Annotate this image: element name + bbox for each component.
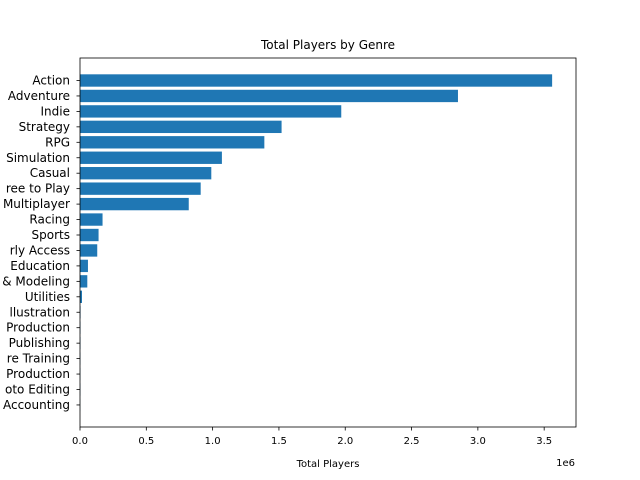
bar bbox=[80, 290, 82, 303]
axes-frame bbox=[79, 57, 577, 428]
y-tick-label: Multiplayer bbox=[3, 197, 70, 211]
y-tick-label: Sports bbox=[32, 228, 70, 242]
x-axis-offset-label: 1e6 bbox=[556, 458, 575, 469]
y-tick-label: Education bbox=[10, 259, 70, 273]
bar bbox=[80, 136, 265, 149]
y-tick-label: Indie bbox=[41, 104, 70, 118]
bar bbox=[80, 151, 222, 164]
bar bbox=[80, 182, 201, 195]
y-tick-label: Accounting bbox=[3, 398, 70, 412]
x-tick-label: 2.5 bbox=[404, 436, 420, 447]
y-tick-label: RPG bbox=[45, 135, 70, 149]
chart-title: Total Players by Genre bbox=[260, 38, 395, 52]
bar bbox=[80, 197, 189, 211]
y-tick-label: Adventure bbox=[8, 89, 70, 103]
x-tick-label: 1.5 bbox=[271, 436, 287, 447]
y-tick-label: Casual bbox=[30, 166, 70, 180]
x-tick-label: 0.5 bbox=[138, 436, 154, 447]
y-tick-label: Production bbox=[6, 367, 70, 381]
x-tick-label: 0.0 bbox=[72, 436, 88, 447]
bar bbox=[80, 275, 88, 288]
bar bbox=[80, 213, 103, 226]
bar bbox=[80, 259, 88, 273]
x-tick-label: 3.0 bbox=[470, 436, 486, 447]
y-tick-label: oto Editing bbox=[5, 383, 70, 397]
bar bbox=[80, 244, 98, 257]
x-tick-label: 2.0 bbox=[337, 436, 353, 447]
bar bbox=[80, 228, 99, 242]
y-tick-label: rly Access bbox=[10, 243, 70, 257]
x-axis-label: Total Players bbox=[296, 459, 360, 470]
y-tick-label: llustration bbox=[9, 305, 70, 319]
y-tick-label: Production bbox=[6, 321, 70, 335]
bar bbox=[80, 74, 553, 87]
y-tick-label: re Training bbox=[7, 352, 70, 366]
y-tick-label: Utilities bbox=[25, 290, 70, 304]
bar bbox=[80, 120, 282, 134]
y-tick-label: Racing bbox=[29, 213, 70, 227]
bar bbox=[80, 89, 458, 103]
y-tick-label: Action bbox=[32, 74, 70, 88]
y-tick-label: Strategy bbox=[19, 120, 70, 134]
y-tick-label: ree to Play bbox=[6, 182, 70, 196]
y-tick-label: Simulation bbox=[6, 151, 70, 165]
bar bbox=[80, 167, 212, 180]
y-tick-label: Publishing bbox=[9, 336, 70, 350]
x-tick-label: 1.0 bbox=[205, 436, 221, 447]
bar bbox=[80, 105, 342, 118]
y-tick-label: & Modeling bbox=[2, 274, 70, 288]
x-tick-label: 3.5 bbox=[536, 436, 552, 447]
